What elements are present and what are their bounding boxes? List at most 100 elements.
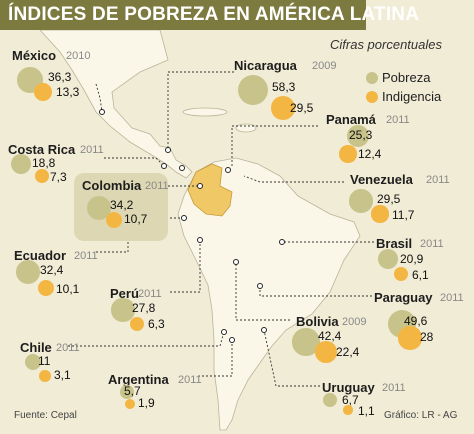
indigence-bubble-bolivia bbox=[315, 341, 337, 363]
country-year-argentina: 2011 bbox=[178, 374, 202, 386]
country-name-bolivia: Bolivia bbox=[296, 314, 339, 329]
leader-nicaragua bbox=[167, 71, 234, 150]
country-name-panama: Panamá bbox=[326, 112, 376, 127]
indigence-bubble-uruguay bbox=[343, 405, 353, 415]
country-name-chile: Chile bbox=[20, 340, 52, 355]
colombia-highlight bbox=[187, 163, 233, 217]
leader-paraguay bbox=[259, 286, 372, 297]
country-year-panama: 2011 bbox=[386, 114, 410, 126]
country-year-colombia: 2011 bbox=[145, 180, 169, 192]
indigence-bubble-chile bbox=[39, 370, 51, 382]
indigence-value-ecuador: 10,1 bbox=[56, 282, 80, 296]
indigence-bubble-panama bbox=[339, 145, 357, 163]
poverty-bubble-ecuador bbox=[15, 259, 41, 285]
caribbean-island-hispaniola bbox=[235, 123, 257, 133]
poverty-bubble-peru bbox=[111, 298, 135, 322]
country-year-brasil: 2011 bbox=[420, 238, 444, 250]
country-year-bolivia: 2009 bbox=[342, 316, 367, 328]
country-name-uruguay: Uruguay bbox=[322, 380, 375, 395]
leader-mexico bbox=[95, 83, 103, 113]
poverty-bubble-chile bbox=[24, 353, 42, 371]
country-name-venezuela: Venezuela bbox=[350, 172, 413, 187]
poverty-value-argentina: 5,7 bbox=[124, 384, 141, 398]
country-year-ecuador: 2011 bbox=[74, 250, 98, 262]
country-name-paraguay: Paraguay bbox=[374, 290, 433, 305]
country-year-peru: 2011 bbox=[138, 288, 162, 300]
marker-chile bbox=[221, 329, 227, 335]
legend-indigence-label: Indigencia bbox=[382, 89, 442, 104]
poverty-value-uruguay: 6,7 bbox=[342, 393, 359, 407]
poverty-value-bolivia: 42,4 bbox=[318, 329, 342, 343]
marker-nicaragua bbox=[165, 147, 171, 153]
leader-panama bbox=[231, 125, 318, 168]
legend-poverty-label: Pobreza bbox=[382, 70, 431, 85]
indigence-bubble-paraguay bbox=[398, 326, 422, 350]
indigence-value-paraguay: 28 bbox=[420, 330, 434, 344]
footer-source: Fuente: Cepal bbox=[14, 410, 77, 421]
footer-credit: Gráfico: LR - AG bbox=[384, 410, 458, 421]
country-year-nicaragua: 2009 bbox=[312, 60, 337, 72]
indigence-bubble-mexico bbox=[34, 83, 52, 101]
legend-indigence-swatch bbox=[366, 91, 378, 103]
country-name-brasil: Brasil bbox=[376, 236, 413, 251]
indigence-bubble-costa-rica bbox=[34, 168, 50, 184]
poverty-value-ecuador: 32,4 bbox=[40, 263, 64, 277]
chart-title: ÍNDICES DE POBREZA EN AMÉRICA LATINA bbox=[8, 4, 420, 25]
indigence-bubble-nicaragua bbox=[271, 96, 295, 120]
indigence-bubble-argentina bbox=[124, 398, 136, 410]
leader-venezuela bbox=[243, 175, 344, 183]
indigence-value-venezuela: 11,7 bbox=[392, 208, 415, 222]
indigence-value-costa-rica: 7,3 bbox=[50, 170, 67, 184]
leader-uruguay bbox=[263, 329, 320, 387]
poverty-value-peru: 27,8 bbox=[132, 301, 156, 315]
poverty-value-venezuela: 29,5 bbox=[377, 192, 401, 206]
country-name-costa-rica: Costa Rica bbox=[8, 142, 76, 157]
mexico-central-america-land bbox=[39, 29, 193, 179]
leader-peru bbox=[170, 240, 201, 293]
poverty-bubble-argentina bbox=[120, 385, 134, 399]
poverty-value-brasil: 20,9 bbox=[400, 252, 424, 266]
indigence-value-argentina: 1,9 bbox=[138, 396, 155, 410]
marker-venezuela bbox=[225, 167, 231, 173]
poverty-bubble-brasil bbox=[377, 248, 399, 270]
country-year-uruguay: 2011 bbox=[382, 382, 406, 394]
indigence-value-colombia: 10,7 bbox=[124, 212, 148, 226]
marker-brasil bbox=[279, 239, 285, 245]
indigence-bubble-venezuela bbox=[371, 205, 389, 223]
country-year-mexico: 2010 bbox=[66, 50, 91, 62]
marker-bolivia bbox=[233, 259, 239, 265]
marker-mexico bbox=[99, 109, 105, 115]
country-year-chile: 2011 bbox=[56, 342, 80, 354]
poverty-bubble-costa-rica bbox=[10, 153, 32, 175]
leader-costarica bbox=[104, 157, 165, 167]
indigence-value-nicaragua: 29,5 bbox=[290, 101, 314, 115]
country-name-mexico: México bbox=[12, 48, 57, 63]
leader-bolivia bbox=[235, 262, 290, 321]
legend-poverty-swatch bbox=[366, 72, 378, 84]
leader-chile bbox=[68, 331, 225, 347]
country-markers bbox=[99, 109, 285, 343]
indigence-value-chile: 3,1 bbox=[54, 368, 71, 382]
poverty-bubble-uruguay bbox=[322, 392, 338, 408]
indigence-bubble-ecuador bbox=[37, 279, 55, 297]
marker-colombia bbox=[197, 183, 203, 189]
poverty-bubble-venezuela bbox=[349, 189, 373, 213]
poverty-value-nicaragua: 58,3 bbox=[272, 80, 296, 94]
caribbean-island-cuba bbox=[182, 107, 228, 117]
poverty-value-panama: 25,3 bbox=[349, 128, 373, 142]
indigence-value-uruguay: 1,1 bbox=[358, 404, 375, 418]
country-year-venezuela: 2011 bbox=[426, 174, 450, 186]
marker-paraguay bbox=[257, 283, 263, 289]
country-year-paraguay: 2011 bbox=[440, 292, 464, 304]
poverty-value-paraguay: 49,6 bbox=[404, 314, 428, 328]
south-america-land bbox=[177, 157, 361, 431]
indigence-value-bolivia: 22,4 bbox=[336, 345, 360, 359]
leader-argentina bbox=[198, 340, 233, 377]
indigence-value-panama: 12,4 bbox=[358, 147, 382, 161]
country-name-nicaragua: Nicaragua bbox=[234, 58, 297, 73]
marker-peru bbox=[197, 237, 203, 243]
poverty-bubble-nicaragua bbox=[237, 74, 269, 106]
poverty-value-colombia: 34,2 bbox=[110, 198, 134, 212]
